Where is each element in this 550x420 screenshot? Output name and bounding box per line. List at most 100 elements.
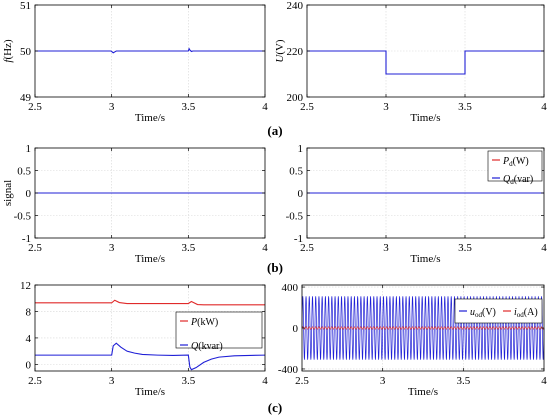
y-tick-label: 0.5	[289, 166, 303, 178]
y-tick-label: 50	[20, 46, 32, 58]
legend-label: Pd(W)	[502, 156, 529, 168]
x-tick-label: 2.5	[28, 375, 42, 387]
panel-f: 2.5 3 3.5 4 49 50 51 Time/s f(Hz)	[2, 0, 268, 124]
x-tick-label: 3	[383, 101, 389, 113]
legend-unit: (W)	[513, 156, 529, 167]
x-tick-label: 3	[383, 242, 389, 254]
y-tick-label: 12	[20, 280, 31, 292]
x-tick-label: 4	[541, 375, 547, 387]
x-tick-label: 3.5	[456, 375, 470, 387]
y-tick-label: 8	[26, 306, 32, 318]
legend-symbol: Q	[191, 341, 199, 352]
x-axis-label: Time/s	[135, 386, 165, 398]
x-tick-label: 4	[262, 101, 268, 113]
x-tick-label: 2.5	[295, 375, 309, 387]
x-tick-label: 3	[109, 375, 115, 387]
x-tick-label: 4	[262, 242, 268, 254]
caption-b: (b)	[267, 260, 283, 275]
y-tick-label: 0	[26, 188, 32, 200]
y-tick-label: -1	[22, 233, 31, 245]
y-tick-label: 49	[20, 92, 32, 104]
legend-box	[175, 311, 263, 349]
panel-signal: 2.5 3 3.5 4 -1 -0.5 0 0.5 1 Time/s signal	[2, 143, 268, 265]
legend-subscript: od	[475, 311, 483, 319]
caption-c: (c)	[268, 400, 282, 415]
x-tick-label: 3	[109, 101, 115, 113]
y-tick-label: 51	[20, 0, 31, 12]
y-axis-label: f(Hz)	[2, 39, 14, 63]
y-tick-label: -0.5	[286, 211, 304, 223]
x-tick-label: 3.5	[181, 375, 195, 387]
legend-label: iod(A)	[514, 307, 538, 319]
panel-U: 2.5 3 3.5 4 200 220 240 Time/s U(V)	[274, 0, 547, 124]
series-line-0	[307, 50, 544, 75]
legend-symbol: P	[190, 317, 197, 328]
y-tick-label: 240	[287, 0, 304, 12]
y-axis-label: signal	[2, 180, 14, 206]
y-tick-label: 0	[293, 323, 299, 335]
y-axis-label-unit: (Hz)	[2, 39, 14, 59]
y-tick-label: 0	[26, 359, 32, 371]
y-tick-label: -400	[278, 364, 299, 376]
y-axis-label-unit: signal	[2, 180, 14, 206]
legend-unit: (kvar)	[198, 341, 222, 352]
y-axis-label-symbol: U	[274, 54, 286, 63]
x-tick-label: 4	[541, 101, 547, 113]
x-tick-label: 4	[262, 375, 268, 387]
x-tick-label: 3.5	[458, 101, 472, 113]
x-tick-label: 3	[109, 242, 115, 254]
legend-box	[487, 150, 543, 182]
x-tick-label: 2.5	[300, 101, 314, 113]
x-tick-label: 3.5	[181, 242, 195, 254]
y-tick-label: 1	[26, 143, 32, 155]
y-tick-label: 4	[26, 333, 32, 345]
series-line-0	[35, 299, 265, 306]
x-axis-label: Time/s	[135, 112, 165, 124]
caption-a: (a)	[267, 123, 282, 138]
y-axis-label-symbol: f	[2, 58, 14, 63]
legend-subscript: od	[517, 311, 525, 319]
series-line-1	[301, 326, 545, 330]
series-line-1	[35, 342, 266, 371]
panel-PQ: 2.5 3 3.5 4 0 4 8 12 Time/s P(kW) Q(kvar)	[20, 280, 268, 398]
legend-label: Qd(var)	[503, 174, 533, 186]
legend-unit: (kW)	[197, 317, 218, 328]
x-axis-label: Time/s	[410, 253, 440, 265]
x-axis-label: Time/s	[410, 112, 440, 124]
x-axis-label: Time/s	[408, 386, 438, 398]
y-tick-label: 0.5	[17, 166, 31, 178]
x-tick-label: 2.5	[28, 101, 42, 113]
series-line-0	[35, 47, 265, 54]
y-tick-label: 220	[287, 46, 304, 58]
legend-box	[454, 298, 543, 324]
y-tick-label: 400	[282, 282, 299, 294]
x-tick-label: 2.5	[300, 242, 314, 254]
legend-symbol: u	[470, 307, 475, 318]
x-tick-label: 3.5	[458, 242, 472, 254]
plot-frame	[34, 284, 266, 372]
legend-subscript: d	[509, 160, 513, 168]
legend-unit: (A)	[524, 307, 538, 318]
x-tick-label: 3.5	[181, 101, 195, 113]
legend-unit: (var)	[514, 174, 533, 185]
legend-symbol: i	[514, 307, 517, 318]
legend-subscript: d	[510, 178, 514, 186]
x-tick-label: 3	[380, 375, 386, 387]
legend-label: P(kW)	[190, 317, 218, 328]
legend-symbol: P	[502, 156, 509, 167]
legend-symbol: Q	[503, 174, 511, 185]
x-axis-label: Time/s	[135, 253, 165, 265]
x-tick-label: 4	[541, 242, 547, 254]
legend-unit: (V)	[482, 307, 496, 318]
y-tick-label: -1	[294, 233, 303, 245]
y-axis-label-unit: (V)	[274, 39, 286, 55]
legend-label: Q(kvar)	[191, 341, 223, 352]
y-axis-label: U(V)	[274, 39, 286, 63]
legend-label: uod(V)	[470, 307, 496, 319]
y-tick-label: -0.5	[14, 211, 32, 223]
x-tick-label: 2.5	[28, 242, 42, 254]
y-tick-label: 1	[298, 143, 304, 155]
